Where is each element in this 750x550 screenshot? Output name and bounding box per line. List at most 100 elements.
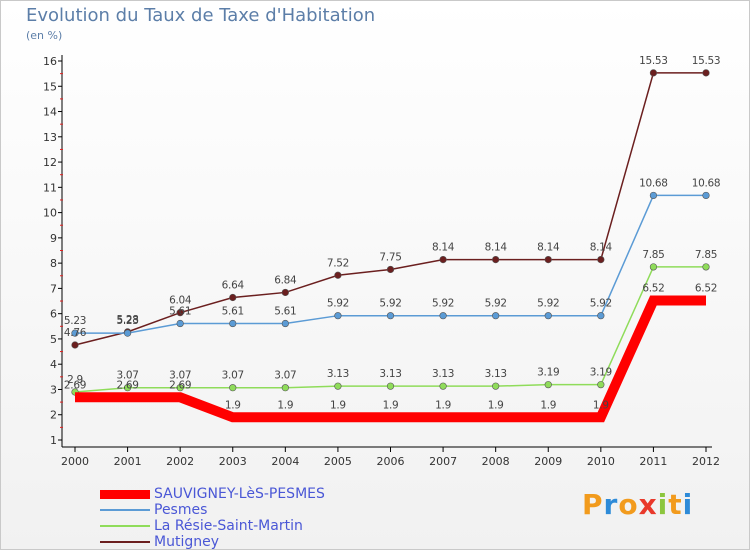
- y-tick-label: 3: [50, 383, 57, 396]
- y-tick-label: 2: [50, 409, 57, 422]
- y-tick-label: 11: [43, 181, 57, 194]
- y-unit-label: (en %): [26, 29, 63, 42]
- legend-label: Mutigney: [154, 534, 219, 550]
- data-label: 5.23: [64, 315, 86, 327]
- data-label: 7.85: [642, 249, 664, 261]
- data-point: [176, 384, 184, 392]
- data-label: 3.19: [537, 367, 559, 379]
- data-point: [702, 69, 710, 77]
- data-label: 1.9: [593, 399, 609, 411]
- data-label: 6.84: [274, 274, 297, 286]
- logo-letter: o: [618, 488, 639, 521]
- data-label: 2.69: [64, 379, 86, 391]
- data-label: 6.52: [642, 283, 664, 295]
- data-label: 1.9: [277, 399, 293, 411]
- y-tick-label: 9: [50, 232, 57, 245]
- legend-item: Pesmes: [100, 502, 325, 518]
- data-label: 8.14: [485, 242, 508, 254]
- data-label: 5.92: [432, 298, 454, 310]
- x-tick-label: 2006: [377, 455, 405, 468]
- data-point: [386, 382, 395, 390]
- data-label: 7.75: [379, 251, 401, 263]
- data-label: 5.61: [169, 306, 191, 318]
- legend-item: La Résie-Saint-Martin: [100, 518, 325, 534]
- legend-swatch: [100, 489, 150, 499]
- y-tick-label: 4: [50, 358, 57, 371]
- data-point: [386, 265, 395, 274]
- x-tick-label: 2002: [166, 455, 194, 468]
- data-label: 3.07: [222, 370, 244, 382]
- legend-label: Pesmes: [154, 502, 208, 518]
- data-label: 7.85: [695, 249, 717, 261]
- legend-swatch: [100, 541, 150, 543]
- x-tick-label: 2005: [324, 455, 352, 468]
- data-label: 8.14: [432, 242, 455, 254]
- legend: SAUVIGNEY-LèS-PESMES Pesmes La Résie-Saint…: [100, 486, 325, 550]
- data-point: [229, 319, 237, 328]
- x-tick-label: 2001: [114, 455, 142, 468]
- y-tick-label: 1: [50, 434, 57, 447]
- data-label: 5.92: [379, 298, 401, 310]
- data-point: [544, 255, 552, 264]
- data-point: [492, 312, 500, 320]
- data-point: [334, 312, 342, 320]
- x-tick-label: 2003: [219, 455, 247, 468]
- y-tick-label: 8: [50, 257, 57, 270]
- x-tick-label: 2004: [271, 455, 299, 468]
- data-point: [702, 191, 710, 200]
- legend-swatch: [100, 509, 150, 511]
- y-tick-label: 6: [50, 308, 57, 321]
- x-tick-label: 2008: [482, 455, 510, 468]
- data-label: 3.13: [432, 368, 454, 380]
- data-label: 10.68: [692, 177, 721, 189]
- data-label: 5.92: [327, 298, 349, 310]
- x-tick-label: 2007: [429, 455, 457, 468]
- data-label: 3.07: [116, 370, 138, 382]
- data-point: [492, 255, 500, 264]
- data-label: 2.69: [169, 379, 191, 391]
- data-label: 5.61: [274, 306, 296, 318]
- logo-letter: t: [668, 488, 683, 521]
- data-label: 1.9: [488, 399, 504, 411]
- y-tick-label: 5: [50, 333, 57, 346]
- series-line-0: [75, 295, 706, 423]
- data-point: [123, 384, 132, 392]
- x-tick-label: 2011: [639, 455, 667, 468]
- logo-letter: P: [582, 488, 604, 521]
- data-label: 3.13: [327, 368, 349, 380]
- y-tick-label: 16: [43, 55, 57, 68]
- chart-title: Evolution du Taux de Taxe d'Habitation: [26, 5, 376, 26]
- legend-swatch: [100, 525, 150, 527]
- data-label: 1.9: [225, 399, 241, 411]
- data-point: [229, 293, 237, 302]
- data-point: [176, 309, 184, 317]
- data-point: [544, 381, 552, 389]
- data-point: [281, 319, 289, 328]
- data-label: 5.23: [116, 315, 138, 327]
- x-tick-label: 2000: [61, 455, 89, 468]
- y-tick-label: 12: [43, 156, 57, 169]
- x-tick-label: 2009: [534, 455, 562, 468]
- data-label: 7.52: [327, 257, 349, 269]
- data-label: 15.53: [692, 55, 721, 67]
- data-label: 8.14: [537, 242, 560, 254]
- data-label: 5.92: [485, 298, 507, 310]
- data-label: 6.04: [169, 295, 192, 307]
- data-label: 5.61: [222, 306, 244, 318]
- data-point: [649, 263, 658, 271]
- data-point: [597, 312, 605, 320]
- data-point: [544, 312, 552, 320]
- y-tick-label: 13: [43, 131, 57, 144]
- data-point: [597, 255, 605, 264]
- data-label: 2.69: [116, 379, 138, 391]
- data-point: [597, 381, 605, 389]
- logo-letter: x: [638, 488, 658, 521]
- data-label: 1.9: [435, 399, 451, 411]
- data-label: 8.14: [590, 242, 613, 254]
- logo-letter: i: [682, 488, 694, 521]
- data-point: [71, 329, 79, 337]
- data-point: [439, 255, 447, 264]
- data-label: 6.64: [222, 279, 245, 291]
- data-point: [281, 384, 289, 392]
